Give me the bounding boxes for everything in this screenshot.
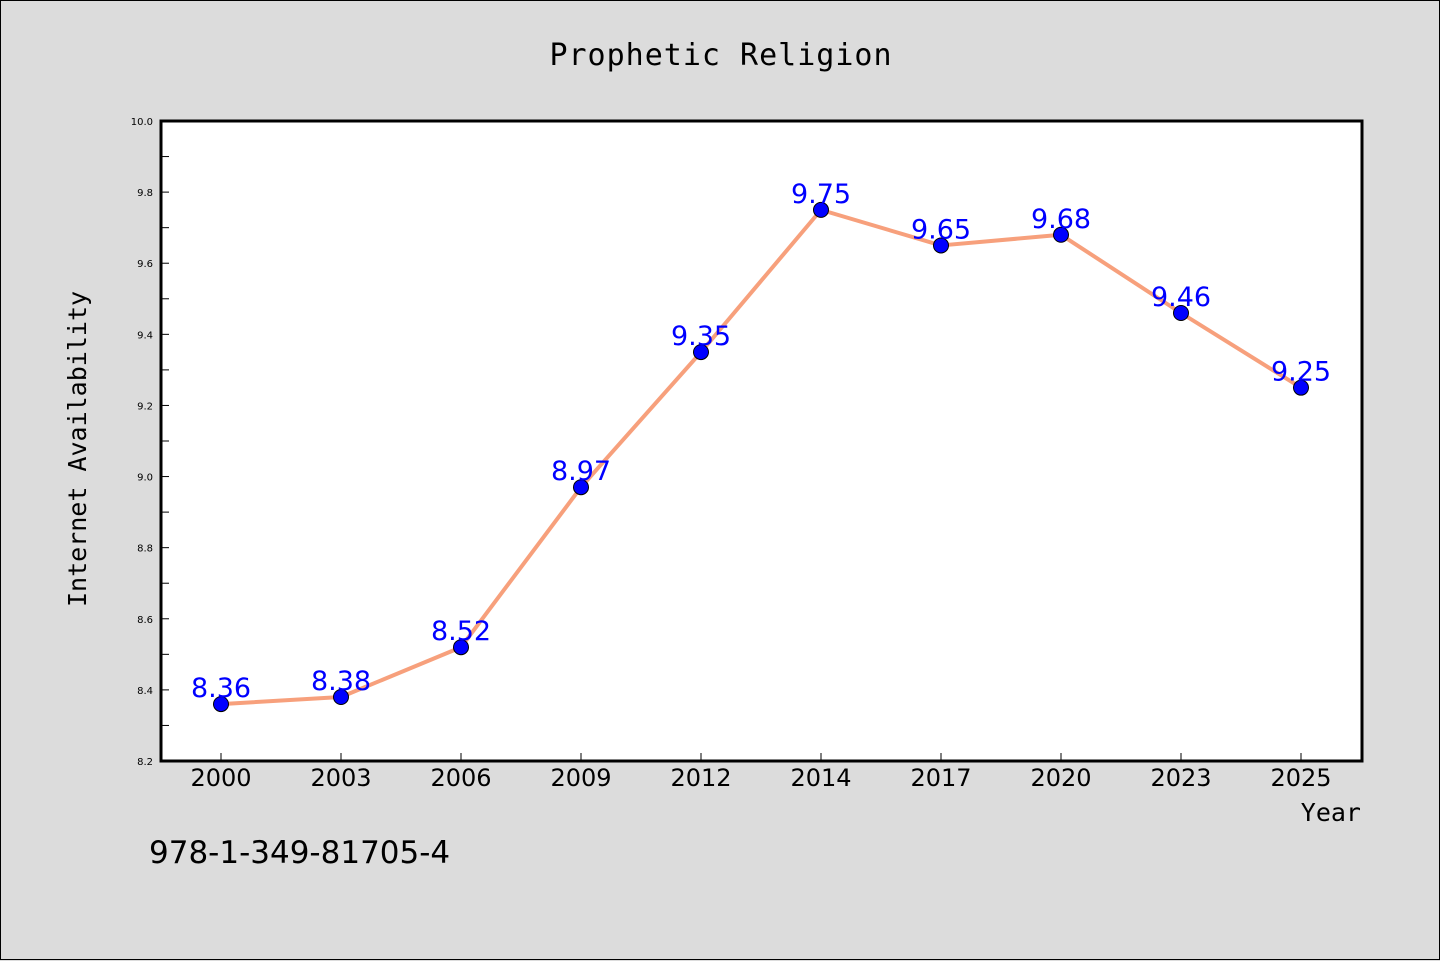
x-tick-label: 2006 [430, 764, 491, 792]
data-point [453, 639, 469, 656]
data-label: 8.52 [431, 616, 491, 647]
data-label: 9.75 [791, 179, 851, 210]
x-tick-label: 2012 [670, 764, 731, 792]
y-tick-label: 10.0 [131, 117, 153, 128]
data-point [1173, 305, 1189, 321]
data-point [933, 237, 949, 254]
series-line [219, 207, 1303, 707]
y-axis: 8.2 8.4 8.6 8.8 9.0 9.2 9.4 9.6 9.8 10.0 [131, 117, 169, 768]
y-tick-label: 9.8 [137, 188, 153, 199]
data-point [573, 479, 589, 496]
data-label: 9.35 [671, 321, 731, 352]
y-tick-label: 8.2 [137, 757, 153, 768]
plot-area [159, 119, 1364, 763]
y-tick-label: 8.6 [137, 615, 153, 626]
y-tick-label: 9.4 [137, 330, 153, 341]
y-tick-label: 9.2 [137, 401, 153, 412]
data-point [1053, 226, 1069, 243]
y-tick-label: 9.0 [137, 473, 153, 484]
data-label: 8.38 [311, 666, 371, 697]
y-axis-label: Internet Availability [63, 291, 92, 607]
chart-title: Prophetic Religion [549, 38, 892, 73]
series [213, 201, 1309, 713]
x-axis: 2000 2003 2006 2009 2012 2014 2017 2020 2023 2025 [190, 753, 1332, 792]
y-tick-label: 8.8 [137, 544, 153, 555]
data-point [693, 344, 709, 361]
data-label: 8.97 [551, 456, 611, 487]
data-point [813, 201, 829, 218]
data-point [1293, 379, 1309, 396]
x-tick-label: 2009 [550, 764, 611, 792]
x-tick-label: 2025 [1270, 764, 1331, 792]
data-label: 9.46 [1151, 282, 1211, 313]
x-tick-label: 2003 [310, 764, 371, 792]
y-tick-label: 8.4 [137, 686, 153, 697]
x-tick-label: 2023 [1150, 764, 1211, 792]
x-tick-label: 2014 [790, 764, 851, 792]
x-tick-label: 2000 [190, 764, 251, 792]
y-tick-label: 9.6 [137, 259, 153, 270]
data-point [333, 689, 349, 705]
data-labels: 8.36 8.38 8.52 8.97 9.35 9.75 9.65 9.68 9.46 9.25 [191, 179, 1331, 704]
x-tick-label: 2020 [1030, 764, 1091, 792]
footnote: 978-1-349-81705-4 [149, 835, 451, 871]
x-axis-label: Year [1301, 798, 1361, 827]
data-label: 9.68 [1031, 204, 1091, 235]
data-label: 9.65 [911, 214, 971, 245]
data-label: 8.36 [191, 673, 251, 704]
x-tick-label: 2017 [910, 764, 971, 792]
data-label: 9.25 [1271, 357, 1331, 388]
data-point [213, 696, 229, 713]
